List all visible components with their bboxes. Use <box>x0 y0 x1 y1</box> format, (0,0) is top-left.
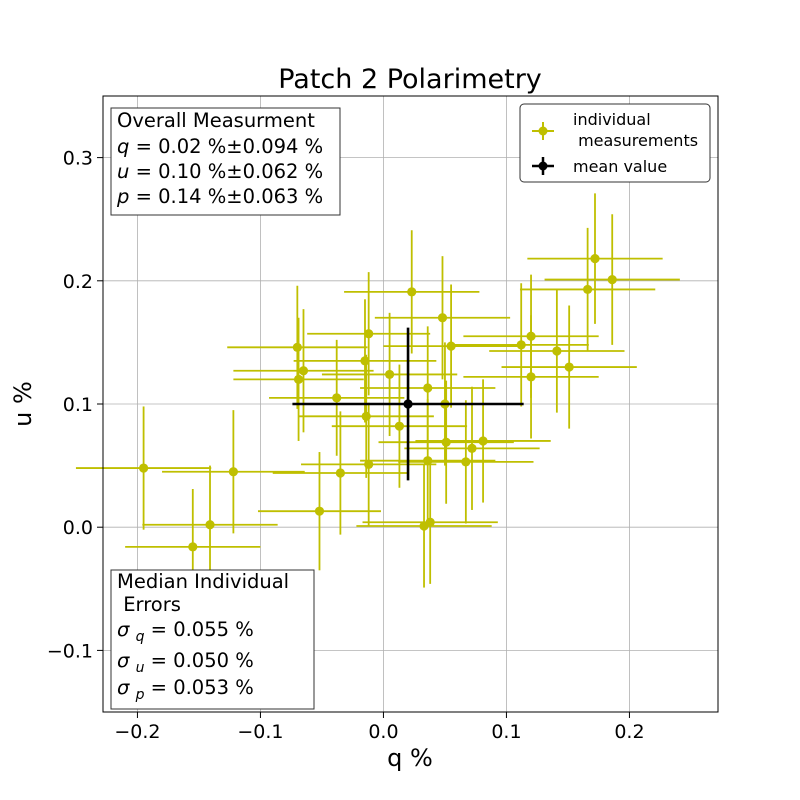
overall-u-symbol: u <box>117 160 129 183</box>
median-sigma-q-value: = 0.055 % <box>151 618 254 641</box>
data-point <box>364 459 374 469</box>
median-sigma-u-symbol: σ <box>117 649 130 672</box>
data-point <box>364 329 374 339</box>
overall-p-symbol: p <box>116 185 129 208</box>
data-point <box>564 362 574 372</box>
median-sigma-p-value: = 0.053 % <box>151 676 254 699</box>
x-tick-label: 0.2 <box>614 721 644 743</box>
overall-u-value: = 0.10 %±0.062 % <box>136 160 324 183</box>
legend: individual measurements mean value <box>519 103 711 183</box>
overall-q-symbol: q <box>117 135 129 158</box>
overall-u-line: u = 0.10 %±0.062 % <box>117 160 323 183</box>
median-sigma-u-sub: u <box>136 660 145 676</box>
data-point <box>526 372 536 382</box>
y-tick-label: 0.3 <box>63 148 93 170</box>
chart-title: Patch 2 Polarimetry <box>278 64 542 95</box>
data-point <box>423 383 433 393</box>
data-point <box>461 457 471 467</box>
median-title-line1: Median Individual <box>117 570 289 593</box>
data-point <box>360 356 370 366</box>
data-point <box>384 369 395 380</box>
data-point <box>425 517 435 527</box>
data-point <box>228 467 238 477</box>
data-point <box>478 436 488 446</box>
x-tick-label: −0.1 <box>237 721 283 743</box>
median-sigma-p-line: σ p = 0.053 % <box>117 676 254 704</box>
data-point <box>335 468 345 478</box>
data-point <box>314 506 325 516</box>
y-tick-label: 0.2 <box>63 271 93 293</box>
median-errors-box: Median Individual Errors σ q = 0.055 % σ… <box>110 569 315 710</box>
median-sigma-p-sub: p <box>135 687 145 703</box>
plot-frame <box>102 95 719 713</box>
mean-value-series <box>292 327 524 481</box>
y-tick-label: 0.1 <box>63 394 93 416</box>
x-axis-label: q % <box>387 744 433 772</box>
y-axis-label: u % <box>9 381 37 427</box>
overall-p-value: = 0.14 %±0.063 % <box>136 185 324 208</box>
data-point <box>516 340 526 350</box>
data-point <box>583 284 593 295</box>
individual-measurements-series <box>75 193 680 605</box>
x-tick-label: 0.1 <box>491 721 521 743</box>
median-sigma-q-line: σ q = 0.055 % <box>117 618 254 646</box>
data-point <box>138 463 149 473</box>
data-point <box>552 346 562 356</box>
data-point <box>298 366 309 376</box>
data-point <box>607 274 617 285</box>
data-point <box>437 313 448 323</box>
data-point <box>467 443 477 453</box>
data-point <box>205 520 215 530</box>
data-point <box>394 421 405 431</box>
overall-measurement-box: Overall Measurment q = 0.02 %±0.094 % u … <box>110 107 341 216</box>
data-point <box>446 341 456 351</box>
x-axis-ticks: −0.2 −0.1 0.0 0.1 0.2 <box>114 712 645 743</box>
median-sigma-q-symbol: σ <box>117 618 130 641</box>
legend-marker-individual <box>532 122 554 140</box>
legend-label-individual-line1: individual <box>573 110 651 129</box>
data-point <box>441 437 451 447</box>
overall-p-line: p = 0.14 %±0.063 % <box>116 185 323 208</box>
data-point <box>332 393 342 403</box>
legend-label-mean: mean value <box>573 157 667 176</box>
x-tick-label: −0.2 <box>114 721 160 743</box>
overall-title: Overall Measurment <box>117 109 315 132</box>
y-tick-label: 0.0 <box>63 517 93 539</box>
median-sigma-p-symbol: σ <box>117 676 130 699</box>
median-title-line2: Errors <box>117 593 181 616</box>
overall-q-value: = 0.02 %±0.094 % <box>136 135 324 158</box>
x-tick-label: 0.0 <box>368 721 398 743</box>
data-point <box>293 374 304 384</box>
legend-marker-mean <box>532 157 554 175</box>
mean-point <box>403 399 413 409</box>
data-series <box>75 193 680 605</box>
overall-q-line: q = 0.02 %±0.094 % <box>117 135 323 158</box>
median-sigma-u-line: σ u = 0.050 % <box>117 649 254 677</box>
data-point <box>292 342 302 352</box>
legend-label-individual-line2: measurements <box>573 131 698 150</box>
data-point <box>188 542 198 552</box>
data-point <box>407 287 417 297</box>
median-sigma-q-sub: q <box>136 629 145 645</box>
y-tick-label: −0.1 <box>47 640 93 662</box>
median-sigma-u-value: = 0.050 % <box>151 649 254 672</box>
data-point <box>590 254 600 264</box>
y-axis-ticks: −0.1 0.0 0.1 0.2 0.3 <box>47 148 103 662</box>
